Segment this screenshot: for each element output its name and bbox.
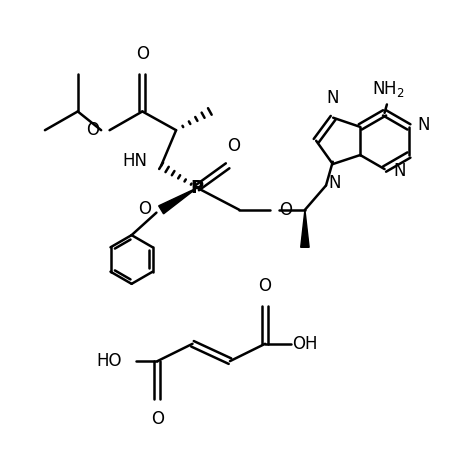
Text: OH: OH (292, 335, 318, 353)
Text: N: N (393, 162, 406, 180)
Polygon shape (159, 188, 197, 214)
Polygon shape (301, 210, 309, 247)
Text: O: O (279, 201, 292, 219)
Text: N: N (326, 90, 338, 108)
Text: O: O (136, 45, 149, 63)
Text: P: P (191, 179, 204, 197)
Text: HO: HO (97, 352, 122, 370)
Text: N: N (418, 116, 430, 134)
Text: O: O (259, 277, 272, 295)
Text: O: O (227, 137, 240, 155)
Text: HN: HN (122, 152, 147, 170)
Text: O: O (138, 200, 151, 218)
Text: N: N (328, 174, 340, 192)
Text: NH$_2$: NH$_2$ (372, 79, 405, 99)
Text: O: O (86, 121, 99, 139)
Text: O: O (151, 410, 164, 428)
